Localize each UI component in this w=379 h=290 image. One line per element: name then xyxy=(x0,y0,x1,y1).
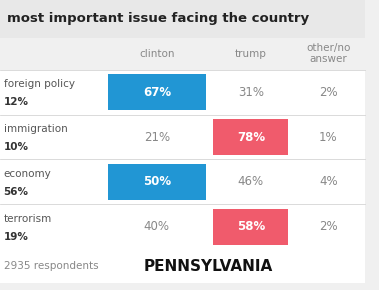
Text: 78%: 78% xyxy=(237,130,265,144)
Text: 67%: 67% xyxy=(143,86,171,99)
Text: 56%: 56% xyxy=(4,187,29,197)
FancyBboxPatch shape xyxy=(0,38,365,70)
Text: 4%: 4% xyxy=(319,175,338,188)
FancyBboxPatch shape xyxy=(0,204,365,249)
Text: 40%: 40% xyxy=(144,220,170,233)
Text: clinton: clinton xyxy=(139,49,175,59)
Text: 31%: 31% xyxy=(238,86,264,99)
FancyBboxPatch shape xyxy=(0,115,365,160)
Text: terrorism: terrorism xyxy=(4,214,52,224)
Text: economy: economy xyxy=(4,169,52,179)
Text: 21%: 21% xyxy=(144,130,170,144)
Text: 2935 respondents: 2935 respondents xyxy=(4,261,98,271)
FancyBboxPatch shape xyxy=(213,119,288,155)
Text: 50%: 50% xyxy=(143,175,171,188)
Text: trump: trump xyxy=(235,49,267,59)
Text: 2%: 2% xyxy=(319,220,338,233)
FancyBboxPatch shape xyxy=(0,70,365,115)
FancyBboxPatch shape xyxy=(0,160,365,204)
FancyBboxPatch shape xyxy=(213,209,288,245)
FancyBboxPatch shape xyxy=(0,249,365,283)
Text: 10%: 10% xyxy=(4,142,29,152)
FancyBboxPatch shape xyxy=(108,164,206,200)
Text: 1%: 1% xyxy=(319,130,338,144)
Text: other/no
answer: other/no answer xyxy=(306,43,351,64)
Text: most important issue facing the country: most important issue facing the country xyxy=(7,12,309,25)
FancyBboxPatch shape xyxy=(0,0,365,38)
Text: 19%: 19% xyxy=(4,232,28,242)
Text: foreign policy: foreign policy xyxy=(4,79,75,89)
Text: 12%: 12% xyxy=(4,97,29,107)
Text: 46%: 46% xyxy=(238,175,264,188)
Text: 2%: 2% xyxy=(319,86,338,99)
Text: immigration: immigration xyxy=(4,124,67,134)
Text: PENNSYLVANIA: PENNSYLVANIA xyxy=(143,259,273,273)
Text: 58%: 58% xyxy=(237,220,265,233)
FancyBboxPatch shape xyxy=(108,74,206,110)
